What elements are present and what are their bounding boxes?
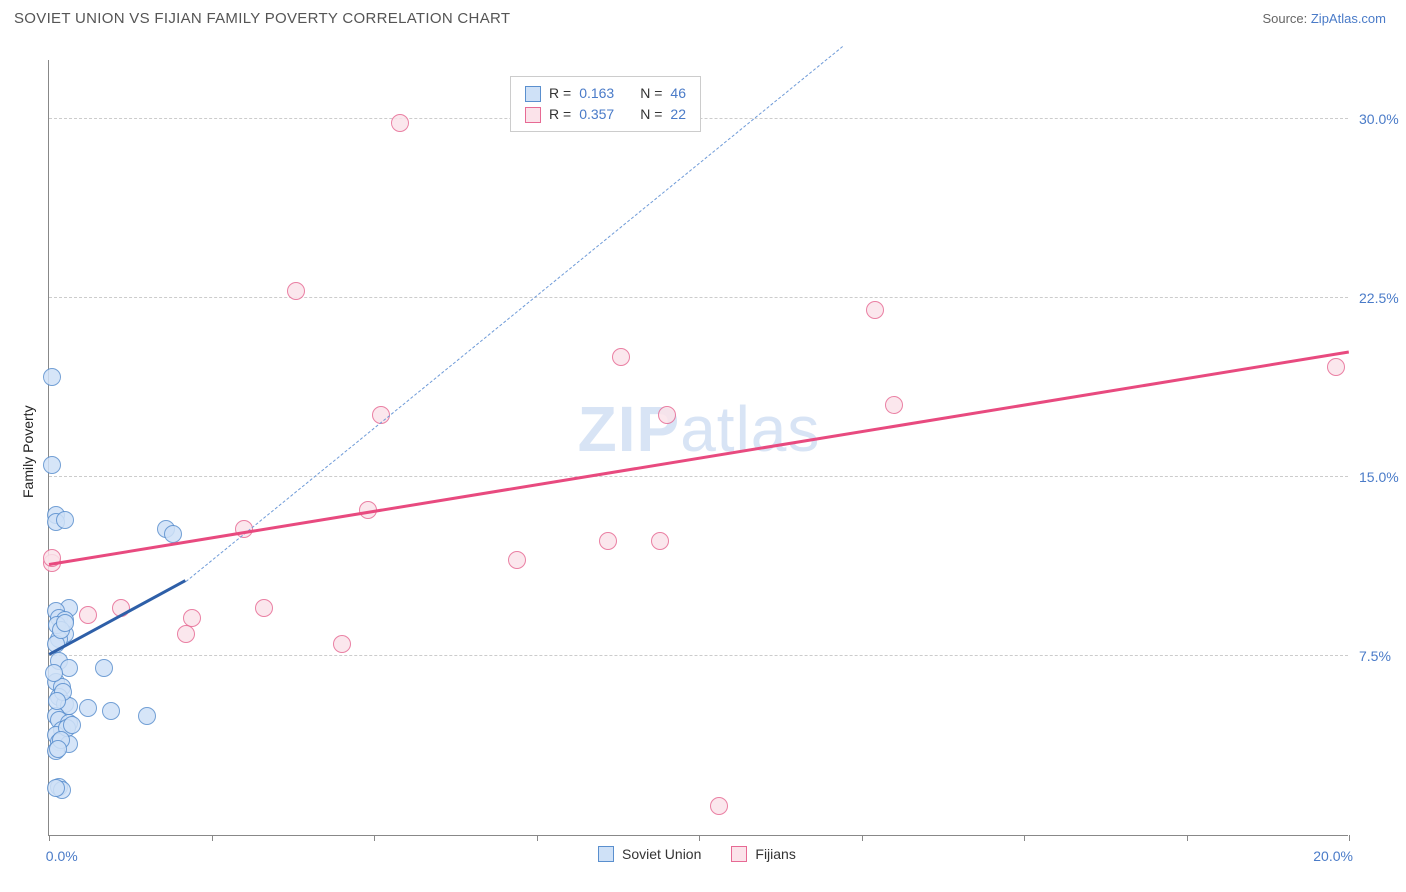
scatter-point (43, 456, 61, 474)
scatter-point (183, 609, 201, 627)
gridline-horizontal (49, 476, 1348, 477)
x-tick (862, 835, 863, 841)
scatter-point (56, 614, 74, 632)
n-label: N = (640, 104, 662, 125)
r-value: 0.163 (579, 83, 614, 104)
y-tick-label: 30.0% (1359, 111, 1399, 127)
scatter-point (710, 797, 728, 815)
legend-row: R = 0.163 N = 46 (525, 83, 686, 104)
plot-area: ZIPatlas 7.5%15.0%22.5%30.0%0.0%20.0% (48, 60, 1348, 836)
scatter-point (95, 659, 113, 677)
x-tick (1187, 835, 1188, 841)
legend-item: Soviet Union (598, 846, 701, 862)
source-label: Source: ZipAtlas.com (1262, 11, 1386, 26)
x-tick (212, 835, 213, 841)
legend-label: Soviet Union (622, 846, 701, 862)
n-value: 46 (670, 83, 686, 104)
legend-swatch (598, 846, 614, 862)
trend-line (49, 350, 1349, 565)
scatter-point (56, 511, 74, 529)
gridline-horizontal (49, 297, 1348, 298)
scatter-point (1327, 358, 1345, 376)
scatter-point (612, 348, 630, 366)
scatter-point (508, 551, 526, 569)
y-tick-label: 22.5% (1359, 290, 1399, 306)
scatter-point (102, 702, 120, 720)
scatter-point (658, 406, 676, 424)
legend-swatch (525, 107, 541, 123)
x-tick (49, 835, 50, 841)
scatter-point (177, 625, 195, 643)
scatter-point (138, 707, 156, 725)
legend-swatch (731, 846, 747, 862)
source-link[interactable]: ZipAtlas.com (1311, 11, 1386, 26)
chart-title: SOVIET UNION VS FIJIAN FAMILY POVERTY CO… (14, 10, 510, 27)
chart-container: ZIPatlas 7.5%15.0%22.5%30.0%0.0%20.0% Fa… (0, 42, 1406, 892)
correlation-legend: R = 0.163 N = 46 R = 0.357 N = 22 (510, 76, 701, 132)
scatter-point (866, 301, 884, 319)
legend-row: R = 0.357 N = 22 (525, 104, 686, 125)
x-tick-label: 0.0% (46, 848, 78, 864)
y-tick-label: 15.0% (1359, 469, 1399, 485)
scatter-point (391, 114, 409, 132)
n-label: N = (640, 83, 662, 104)
scatter-point (164, 525, 182, 543)
scatter-point (49, 740, 67, 758)
x-tick (699, 835, 700, 841)
watermark: ZIPatlas (578, 392, 821, 466)
n-value: 22 (670, 104, 686, 125)
legend-swatch (525, 86, 541, 102)
x-tick-label: 20.0% (1313, 848, 1353, 864)
scatter-point (287, 282, 305, 300)
legend-item: Fijians (731, 846, 795, 862)
y-axis-title: Family Poverty (20, 405, 36, 498)
series-legend: Soviet Union Fijians (598, 846, 796, 862)
gridline-horizontal (49, 655, 1348, 656)
r-value: 0.357 (579, 104, 614, 125)
chart-header: SOVIET UNION VS FIJIAN FAMILY POVERTY CO… (0, 0, 1406, 35)
scatter-point (43, 368, 61, 386)
r-label: R = (549, 83, 571, 104)
scatter-point (651, 532, 669, 550)
x-tick (374, 835, 375, 841)
scatter-point (45, 664, 63, 682)
x-tick (537, 835, 538, 841)
scatter-point (79, 699, 97, 717)
scatter-point (255, 599, 273, 617)
x-tick (1024, 835, 1025, 841)
scatter-point (47, 779, 65, 797)
scatter-point (885, 396, 903, 414)
scatter-point (79, 606, 97, 624)
r-label: R = (549, 104, 571, 125)
scatter-point (48, 692, 66, 710)
legend-label: Fijians (755, 846, 795, 862)
y-tick-label: 7.5% (1359, 648, 1391, 664)
scatter-point (333, 635, 351, 653)
scatter-point (599, 532, 617, 550)
x-tick (1349, 835, 1350, 841)
